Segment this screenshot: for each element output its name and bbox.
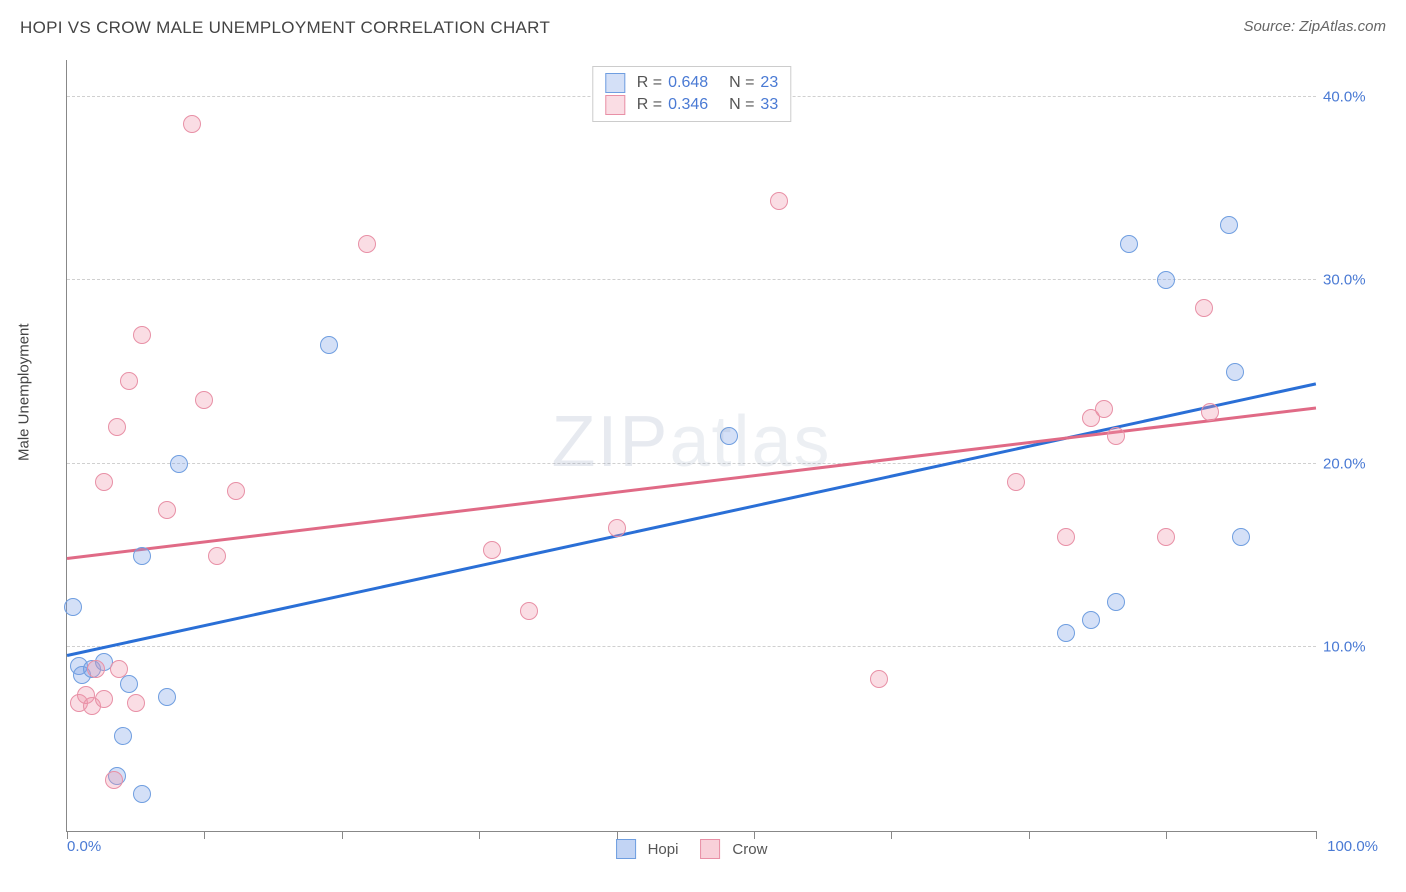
data-point <box>114 727 132 745</box>
data-point <box>105 771 123 789</box>
data-point <box>127 694 145 712</box>
data-point <box>608 519 626 537</box>
data-point <box>1082 611 1100 629</box>
watermark-bold: ZIP <box>551 401 669 481</box>
corr-row-crow: R = 0.346 N = 33 <box>605 95 778 115</box>
data-point <box>1195 299 1213 317</box>
data-point <box>208 547 226 565</box>
gridline-y <box>67 646 1316 647</box>
x-axis-min-label: 0.0% <box>67 838 101 855</box>
r-value: 0.648 <box>668 74 708 92</box>
x-tick <box>1029 831 1030 839</box>
y-tick-label: 30.0% <box>1323 272 1378 289</box>
x-tick <box>342 831 343 839</box>
legend-item-hopi: Hopi <box>616 839 679 859</box>
data-point <box>110 660 128 678</box>
series-legend: Hopi Crow <box>616 839 768 859</box>
y-tick-label: 20.0% <box>1323 455 1378 472</box>
n-label: N = <box>729 74 754 92</box>
swatch-hopi <box>605 73 625 93</box>
data-point <box>227 482 245 500</box>
data-point <box>133 785 151 803</box>
data-point <box>483 541 501 559</box>
data-point <box>1107 593 1125 611</box>
data-point <box>195 391 213 409</box>
y-tick-label: 40.0% <box>1323 88 1378 105</box>
trend-line <box>67 406 1316 559</box>
chart-source: Source: ZipAtlas.com <box>1243 18 1386 35</box>
swatch-crow <box>605 95 625 115</box>
trend-line <box>67 382 1317 656</box>
data-point <box>64 598 82 616</box>
x-tick <box>754 831 755 839</box>
data-point <box>1157 528 1175 546</box>
legend-label: Crow <box>732 841 767 858</box>
data-point <box>133 547 151 565</box>
data-point <box>1057 528 1075 546</box>
data-point <box>1232 528 1250 546</box>
data-point <box>320 336 338 354</box>
x-tick <box>617 831 618 839</box>
x-axis-max-label: 100.0% <box>1327 838 1378 855</box>
y-axis-label: Male Unemployment <box>16 323 33 461</box>
data-point <box>95 473 113 491</box>
legend-swatch-hopi <box>616 839 636 859</box>
x-tick <box>1166 831 1167 839</box>
x-tick <box>1316 831 1317 839</box>
data-point <box>770 192 788 210</box>
chart-header: HOPI VS CROW MALE UNEMPLOYMENT CORRELATI… <box>20 18 1386 46</box>
data-point <box>358 235 376 253</box>
scatter-plot: ZIPatlas R = 0.648 N = 23 R = 0.346 N = … <box>66 60 1316 832</box>
data-point <box>720 427 738 445</box>
y-tick-label: 10.0% <box>1323 639 1378 656</box>
data-point <box>133 326 151 344</box>
data-point <box>108 418 126 436</box>
x-tick <box>479 831 480 839</box>
data-point <box>95 690 113 708</box>
data-point <box>120 675 138 693</box>
gridline-y <box>67 463 1316 464</box>
chart-area: Male Unemployment ZIPatlas R = 0.648 N =… <box>20 50 1386 872</box>
legend-item-crow: Crow <box>700 839 767 859</box>
data-point <box>183 115 201 133</box>
data-point <box>1107 427 1125 445</box>
data-point <box>158 688 176 706</box>
r-label: R = <box>637 74 662 92</box>
data-point <box>158 501 176 519</box>
x-tick <box>67 831 68 839</box>
data-point <box>1157 271 1175 289</box>
gridline-y <box>67 279 1316 280</box>
corr-row-hopi: R = 0.648 N = 23 <box>605 73 778 93</box>
r-label: R = <box>637 96 662 114</box>
x-tick <box>204 831 205 839</box>
legend-label: Hopi <box>648 841 679 858</box>
chart-title: HOPI VS CROW MALE UNEMPLOYMENT CORRELATI… <box>20 18 550 37</box>
data-point <box>870 670 888 688</box>
data-point <box>1226 363 1244 381</box>
data-point <box>520 602 538 620</box>
data-point <box>1095 400 1113 418</box>
n-label: N = <box>729 96 754 114</box>
data-point <box>87 660 105 678</box>
legend-swatch-crow <box>700 839 720 859</box>
data-point <box>1120 235 1138 253</box>
correlation-legend: R = 0.648 N = 23 R = 0.346 N = 33 <box>592 66 791 122</box>
data-point <box>1057 624 1075 642</box>
data-point <box>1201 403 1219 421</box>
data-point <box>120 372 138 390</box>
r-value: 0.346 <box>668 96 708 114</box>
data-point <box>1220 216 1238 234</box>
data-point <box>170 455 188 473</box>
n-value: 33 <box>760 96 778 114</box>
data-point <box>1007 473 1025 491</box>
n-value: 23 <box>760 74 778 92</box>
x-tick <box>891 831 892 839</box>
